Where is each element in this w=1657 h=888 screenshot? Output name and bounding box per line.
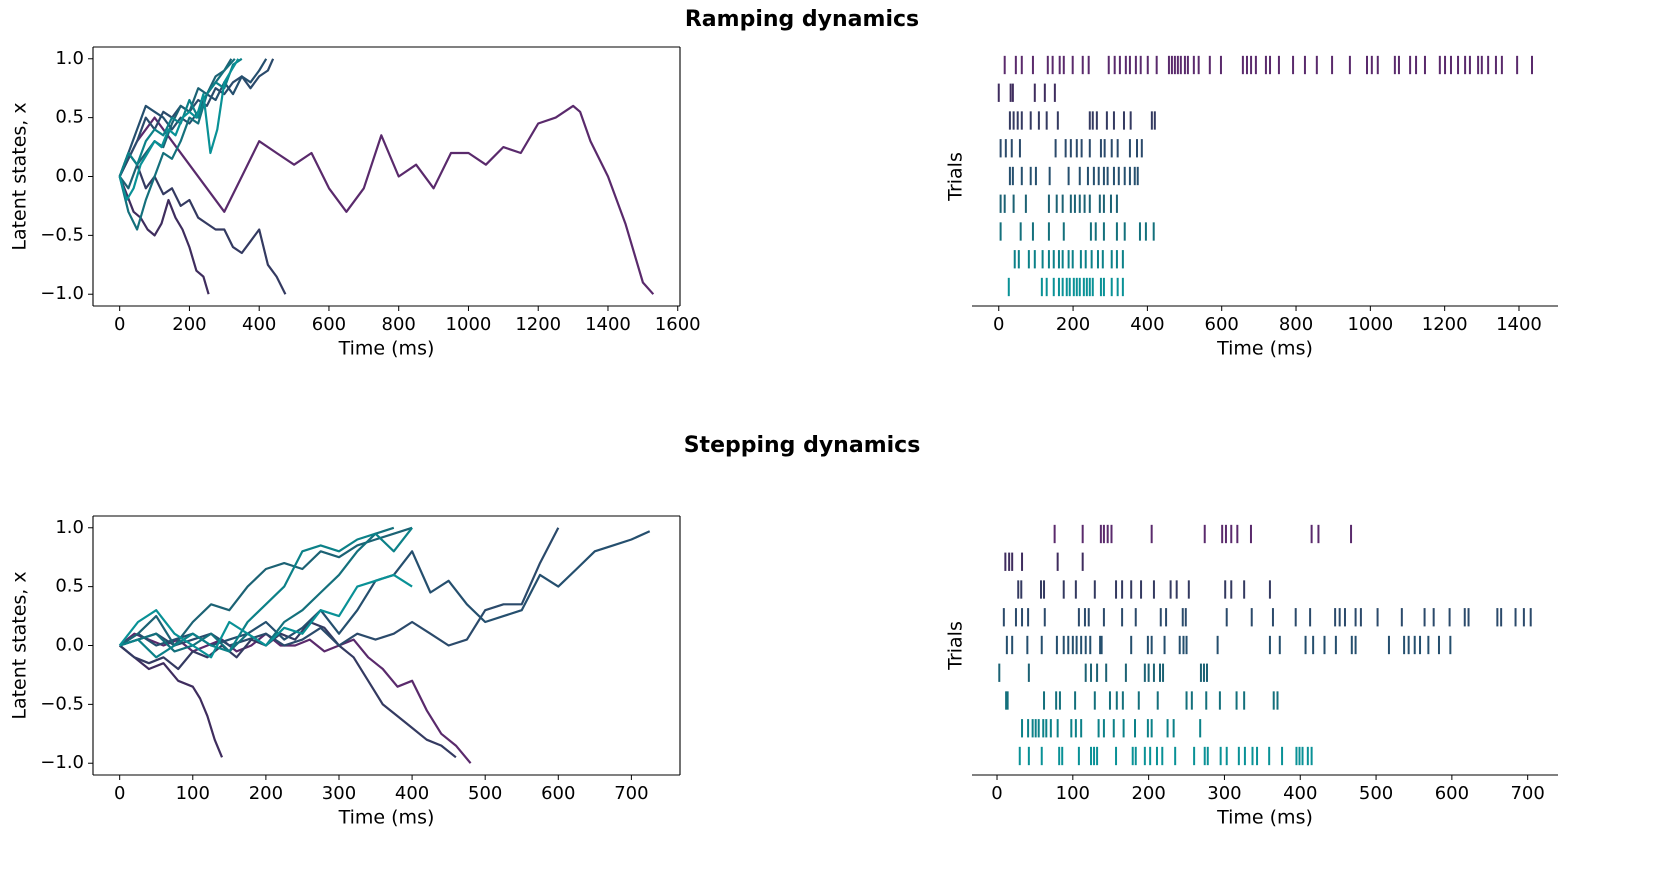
x-tick-label: 200 xyxy=(249,783,283,804)
y-tick-label: 0.0 xyxy=(55,166,84,187)
x-tick-label: 1000 xyxy=(446,314,492,335)
trace xyxy=(119,644,224,758)
y-axis-label: Trials xyxy=(945,152,967,202)
y-tick-label: −0.5 xyxy=(40,693,84,714)
x-tick-label: 800 xyxy=(382,314,416,335)
x-tick-label: 600 xyxy=(312,314,346,335)
x-tick-label: 200 xyxy=(172,314,206,335)
x-tick-label: 1200 xyxy=(1422,314,1468,335)
trace xyxy=(119,526,413,647)
trace xyxy=(119,527,560,647)
y-tick-label: −1.0 xyxy=(40,283,84,304)
x-tick-label: 500 xyxy=(468,783,502,804)
trace xyxy=(119,526,395,653)
x-tick-label: 1400 xyxy=(1496,314,1542,335)
x-tick-label: 0 xyxy=(114,314,125,335)
x-tick-label: 1600 xyxy=(655,314,701,335)
x-tick-label: 200 xyxy=(1131,783,1165,804)
trace xyxy=(118,104,655,295)
x-tick-label: 400 xyxy=(242,314,276,335)
y-tick-label: 1.0 xyxy=(55,48,84,69)
trace xyxy=(118,151,287,295)
x-tick-label: 100 xyxy=(1056,783,1090,804)
x-tick-label: 400 xyxy=(1130,314,1164,335)
x-tick-label: 300 xyxy=(322,783,356,804)
section-title: Stepping dynamics xyxy=(684,433,921,458)
x-tick-label: 1400 xyxy=(585,314,631,335)
x-tick-label: 200 xyxy=(1056,314,1090,335)
x-tick-label: 700 xyxy=(1510,783,1544,804)
x-tick-label: 0 xyxy=(993,314,1004,335)
x-tick-label: 400 xyxy=(1283,783,1317,804)
x-tick-label: 300 xyxy=(1207,783,1241,804)
x-axis-label: Time (ms) xyxy=(1216,338,1313,360)
y-axis-label: Latent states, x xyxy=(9,102,31,250)
y-tick-label: 1.0 xyxy=(55,517,84,538)
y-tick-label: 0.0 xyxy=(55,635,84,656)
y-tick-label: −0.5 xyxy=(40,224,84,245)
section-title: Ramping dynamics xyxy=(685,7,919,32)
trace xyxy=(119,527,413,659)
x-tick-label: 600 xyxy=(1205,314,1239,335)
x-tick-label: 0 xyxy=(114,783,125,804)
trace xyxy=(118,176,210,295)
x-tick-label: 600 xyxy=(1435,783,1469,804)
trace xyxy=(119,530,651,647)
y-tick-label: 0.5 xyxy=(55,576,84,597)
trace xyxy=(118,58,275,177)
y-axis-label: Trials xyxy=(945,621,967,671)
x-axis-label: Time (ms) xyxy=(338,338,435,360)
trace xyxy=(118,58,268,177)
x-tick-label: 100 xyxy=(176,783,210,804)
trace xyxy=(119,632,472,764)
x-tick-label: 600 xyxy=(541,783,575,804)
x-tick-label: 700 xyxy=(614,783,648,804)
x-axis-label: Time (ms) xyxy=(1216,807,1313,829)
x-tick-label: 500 xyxy=(1359,783,1393,804)
y-tick-label: −1.0 xyxy=(40,752,84,773)
x-tick-label: 1200 xyxy=(515,314,561,335)
x-axis-label: Time (ms) xyxy=(338,807,435,829)
trace xyxy=(118,573,413,659)
y-axis-label: Latent states, x xyxy=(9,571,31,719)
x-tick-label: 400 xyxy=(395,783,429,804)
y-tick-label: 0.5 xyxy=(55,107,84,128)
x-tick-label: 1000 xyxy=(1347,314,1393,335)
x-tick-label: 800 xyxy=(1279,314,1313,335)
x-tick-label: 0 xyxy=(991,783,1002,804)
trace xyxy=(118,58,240,202)
